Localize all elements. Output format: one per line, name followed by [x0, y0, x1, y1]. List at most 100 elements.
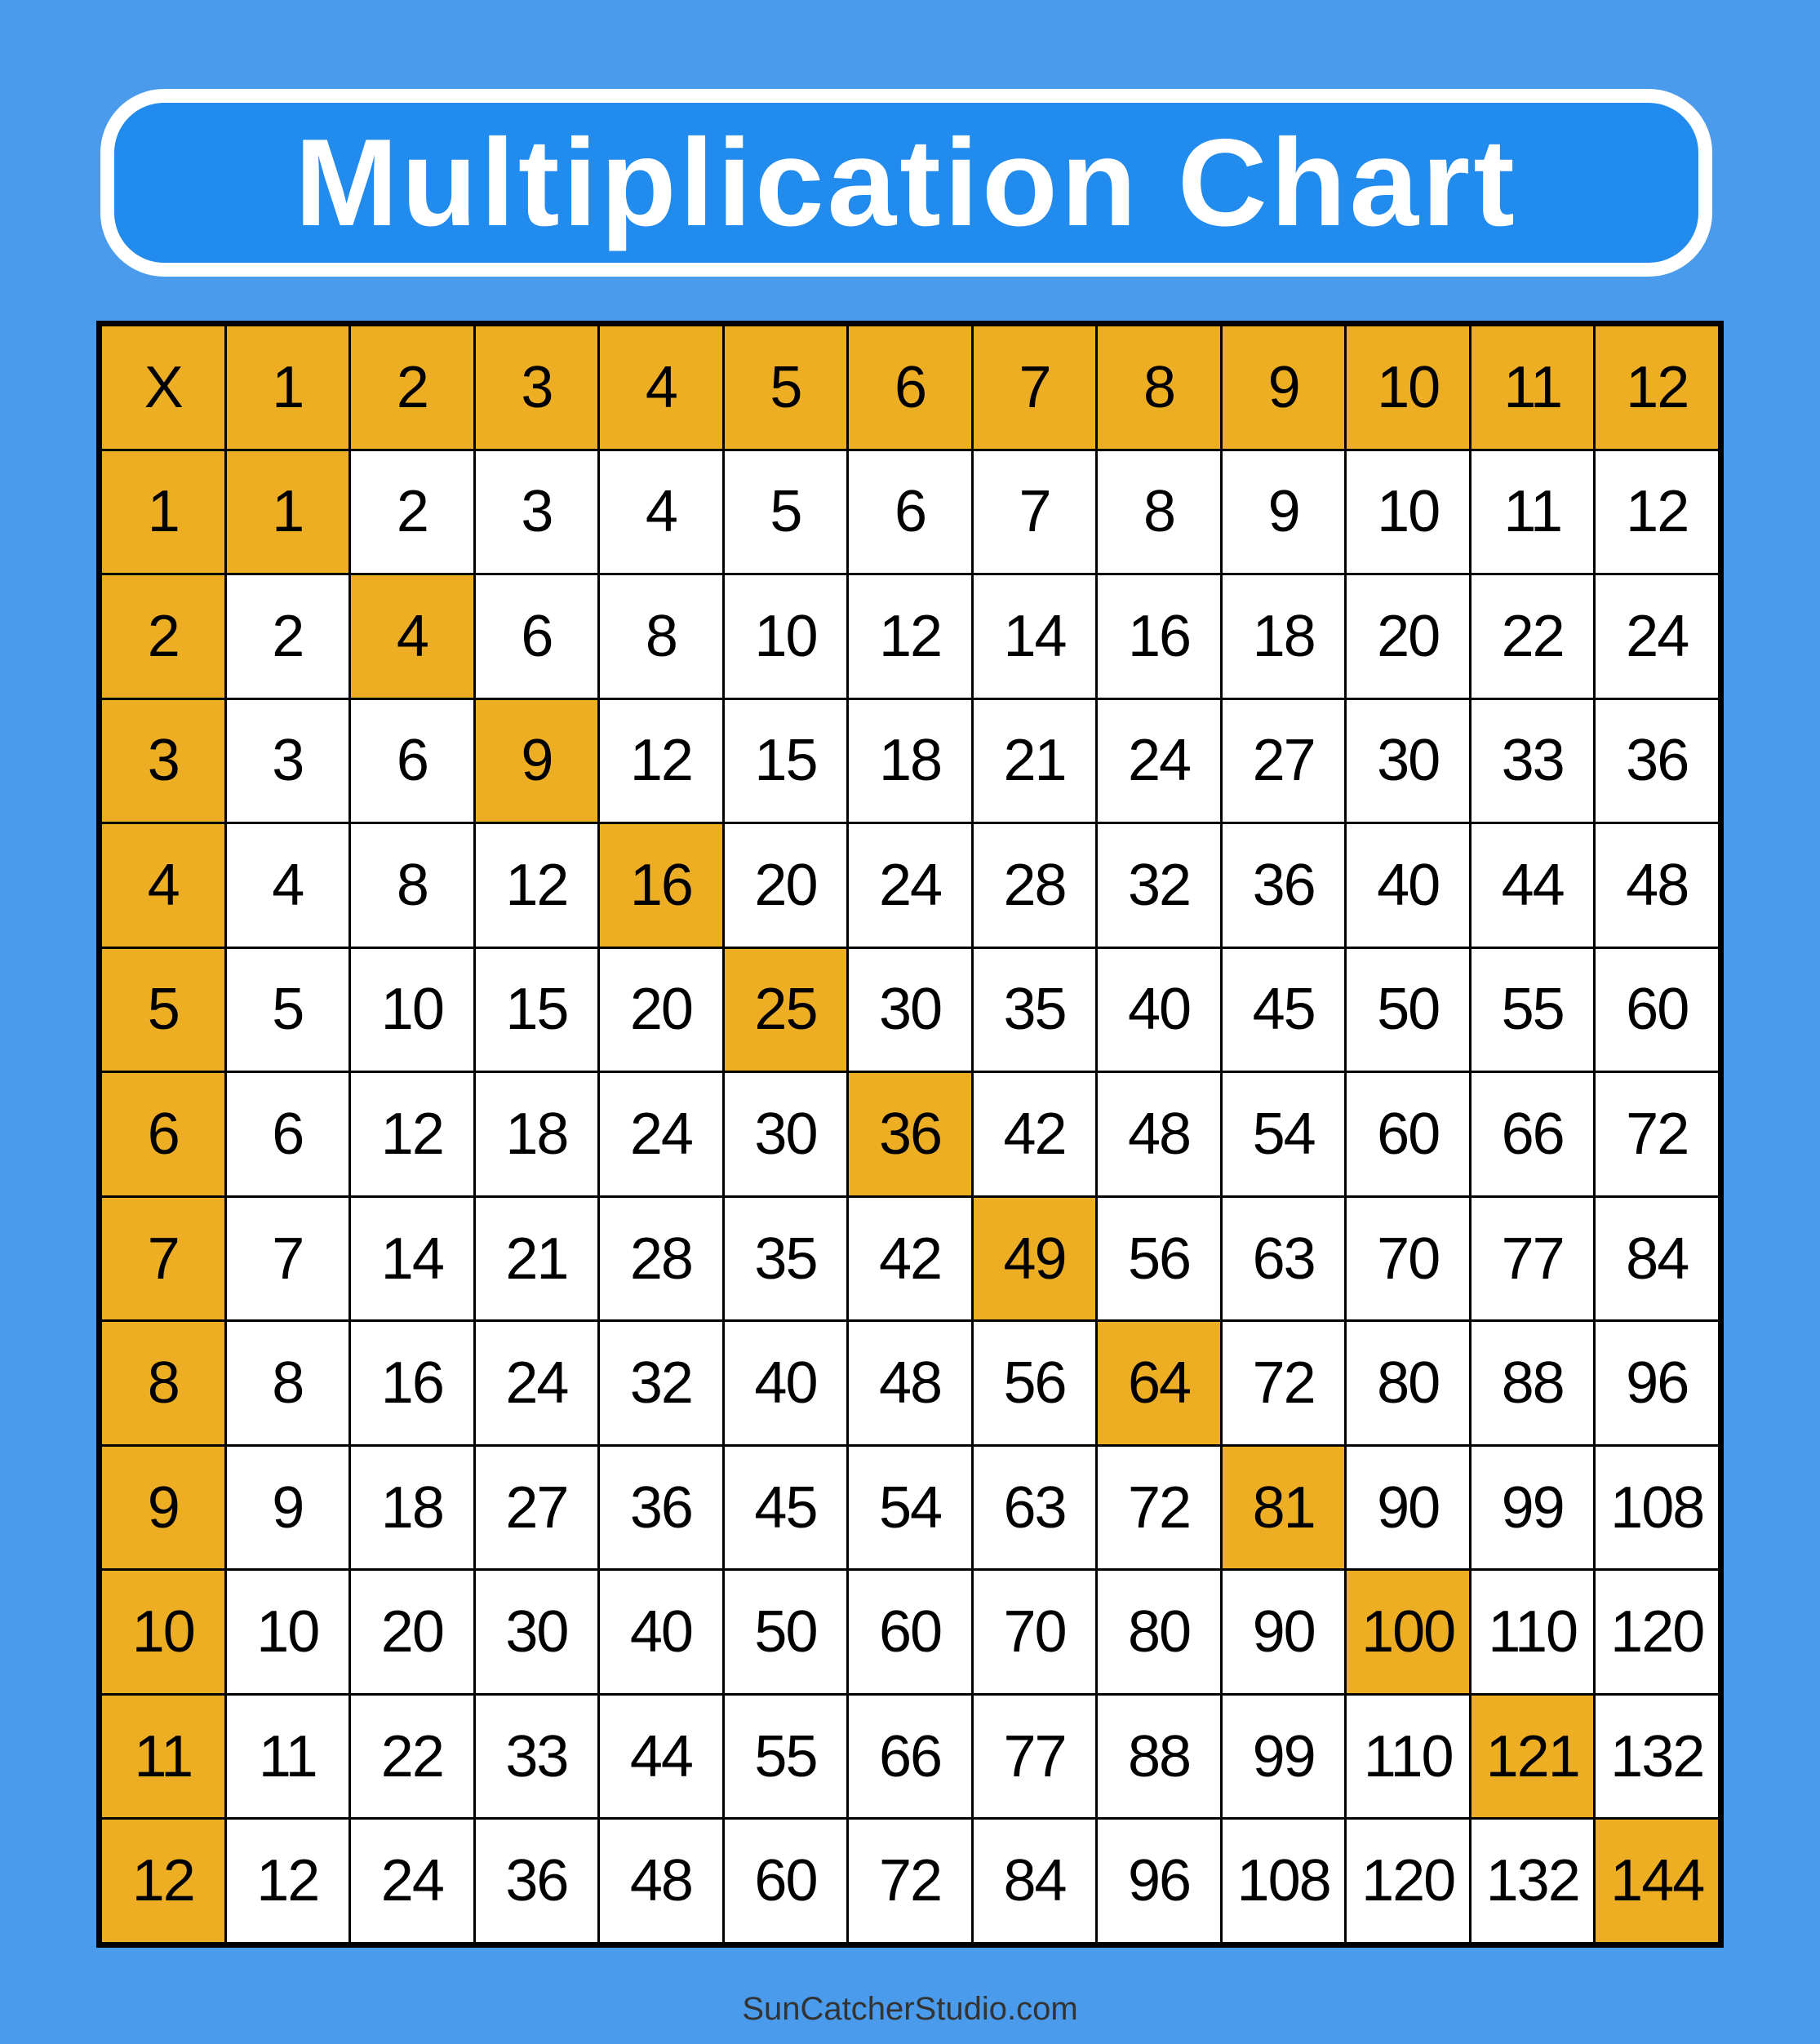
- product-cell: 4: [226, 824, 349, 947]
- product-cell: 16: [351, 1322, 473, 1444]
- product-cell: 40: [1098, 948, 1220, 1071]
- row-header: 8: [102, 1322, 224, 1444]
- product-cell: 27: [475, 1446, 598, 1569]
- product-cell: 20: [600, 948, 722, 1071]
- product-cell: 30: [1347, 699, 1469, 822]
- product-cell: 108: [1596, 1446, 1718, 1569]
- column-header: 6: [849, 326, 971, 449]
- product-cell: 132: [1471, 1820, 1594, 1942]
- diagonal-square-cell: 100: [1347, 1571, 1469, 1693]
- product-cell: 24: [351, 1820, 473, 1942]
- product-cell: 5: [724, 450, 847, 574]
- product-cell: 54: [1222, 1073, 1345, 1195]
- product-cell: 50: [724, 1571, 847, 1693]
- product-cell: 45: [724, 1446, 847, 1569]
- product-cell: 6: [475, 575, 598, 698]
- product-cell: 24: [600, 1073, 722, 1195]
- product-cell: 33: [475, 1695, 598, 1818]
- product-cell: 10: [1347, 450, 1469, 574]
- product-cell: 11: [226, 1695, 349, 1818]
- product-cell: 56: [1098, 1197, 1220, 1320]
- product-cell: 24: [1596, 575, 1718, 698]
- product-cell: 10: [351, 948, 473, 1071]
- product-cell: 32: [600, 1322, 722, 1444]
- product-cell: 21: [973, 699, 1096, 822]
- product-cell: 42: [973, 1073, 1096, 1195]
- product-cell: 32: [1098, 824, 1220, 947]
- product-cell: 99: [1222, 1695, 1345, 1818]
- product-cell: 9: [1222, 450, 1345, 574]
- product-cell: 6: [849, 450, 971, 574]
- product-cell: 22: [351, 1695, 473, 1818]
- product-cell: 66: [1471, 1073, 1594, 1195]
- product-cell: 2: [351, 450, 473, 574]
- product-cell: 48: [1098, 1073, 1220, 1195]
- product-cell: 30: [724, 1073, 847, 1195]
- product-cell: 80: [1347, 1322, 1469, 1444]
- product-cell: 10: [724, 575, 847, 698]
- product-cell: 36: [475, 1820, 598, 1942]
- product-cell: 66: [849, 1695, 971, 1818]
- product-cell: 33: [1471, 699, 1594, 822]
- product-cell: 15: [475, 948, 598, 1071]
- product-cell: 35: [724, 1197, 847, 1320]
- product-cell: 18: [475, 1073, 598, 1195]
- product-cell: 72: [1222, 1322, 1345, 1444]
- product-cell: 8: [226, 1322, 349, 1444]
- column-header: 3: [475, 326, 598, 449]
- product-cell: 120: [1347, 1820, 1469, 1942]
- product-cell: 12: [600, 699, 722, 822]
- page-title: Multiplication Chart: [295, 113, 1518, 252]
- product-cell: 88: [1098, 1695, 1220, 1818]
- product-cell: 12: [226, 1820, 349, 1942]
- row-header: 11: [102, 1695, 224, 1818]
- product-cell: 48: [600, 1820, 722, 1942]
- product-cell: 40: [600, 1571, 722, 1693]
- product-cell: 48: [1596, 824, 1718, 947]
- column-header: 10: [1347, 326, 1469, 449]
- product-cell: 4: [600, 450, 722, 574]
- product-cell: 36: [1596, 699, 1718, 822]
- product-cell: 84: [973, 1820, 1096, 1942]
- product-cell: 56: [973, 1322, 1096, 1444]
- product-cell: 108: [1222, 1820, 1345, 1942]
- product-cell: 12: [351, 1073, 473, 1195]
- product-cell: 12: [475, 824, 598, 947]
- diagonal-square-cell: 1: [226, 450, 349, 574]
- product-cell: 44: [600, 1695, 722, 1818]
- product-cell: 8: [1098, 450, 1220, 574]
- product-cell: 27: [1222, 699, 1345, 822]
- column-header: 11: [1471, 326, 1594, 449]
- product-cell: 110: [1471, 1571, 1594, 1693]
- diagonal-square-cell: 25: [724, 948, 847, 1071]
- product-cell: 12: [1596, 450, 1718, 574]
- product-cell: 72: [1596, 1073, 1718, 1195]
- product-cell: 21: [475, 1197, 598, 1320]
- product-cell: 35: [973, 948, 1096, 1071]
- column-header: 4: [600, 326, 722, 449]
- product-cell: 18: [351, 1446, 473, 1569]
- product-cell: 77: [973, 1695, 1096, 1818]
- multiplication-table: X 1 2 3 4 5 6 7 8 9 10 11 12 1 1 2 3 4 5 6 7 8 9 10 11 12 2 2 4 6 8 10 1…: [96, 321, 1724, 1948]
- product-cell: 55: [1471, 948, 1594, 1071]
- footer-credit: SunCatcherStudio.com: [742, 1991, 1078, 2027]
- column-header: 12: [1596, 326, 1718, 449]
- product-cell: 15: [724, 699, 847, 822]
- product-cell: 16: [1098, 575, 1220, 698]
- diagonal-square-cell: 49: [973, 1197, 1096, 1320]
- product-cell: 8: [351, 824, 473, 947]
- product-cell: 60: [1347, 1073, 1469, 1195]
- product-cell: 36: [1222, 824, 1345, 947]
- product-cell: 14: [973, 575, 1096, 698]
- product-cell: 60: [849, 1571, 971, 1693]
- column-header: 8: [1098, 326, 1220, 449]
- product-cell: 50: [1347, 948, 1469, 1071]
- diagonal-square-cell: 9: [475, 699, 598, 822]
- corner-cell: X: [102, 326, 224, 449]
- product-cell: 70: [1347, 1197, 1469, 1320]
- product-cell: 42: [849, 1197, 971, 1320]
- product-cell: 9: [226, 1446, 349, 1569]
- product-cell: 40: [1347, 824, 1469, 947]
- product-cell: 84: [1596, 1197, 1718, 1320]
- diagonal-square-cell: 144: [1596, 1820, 1718, 1942]
